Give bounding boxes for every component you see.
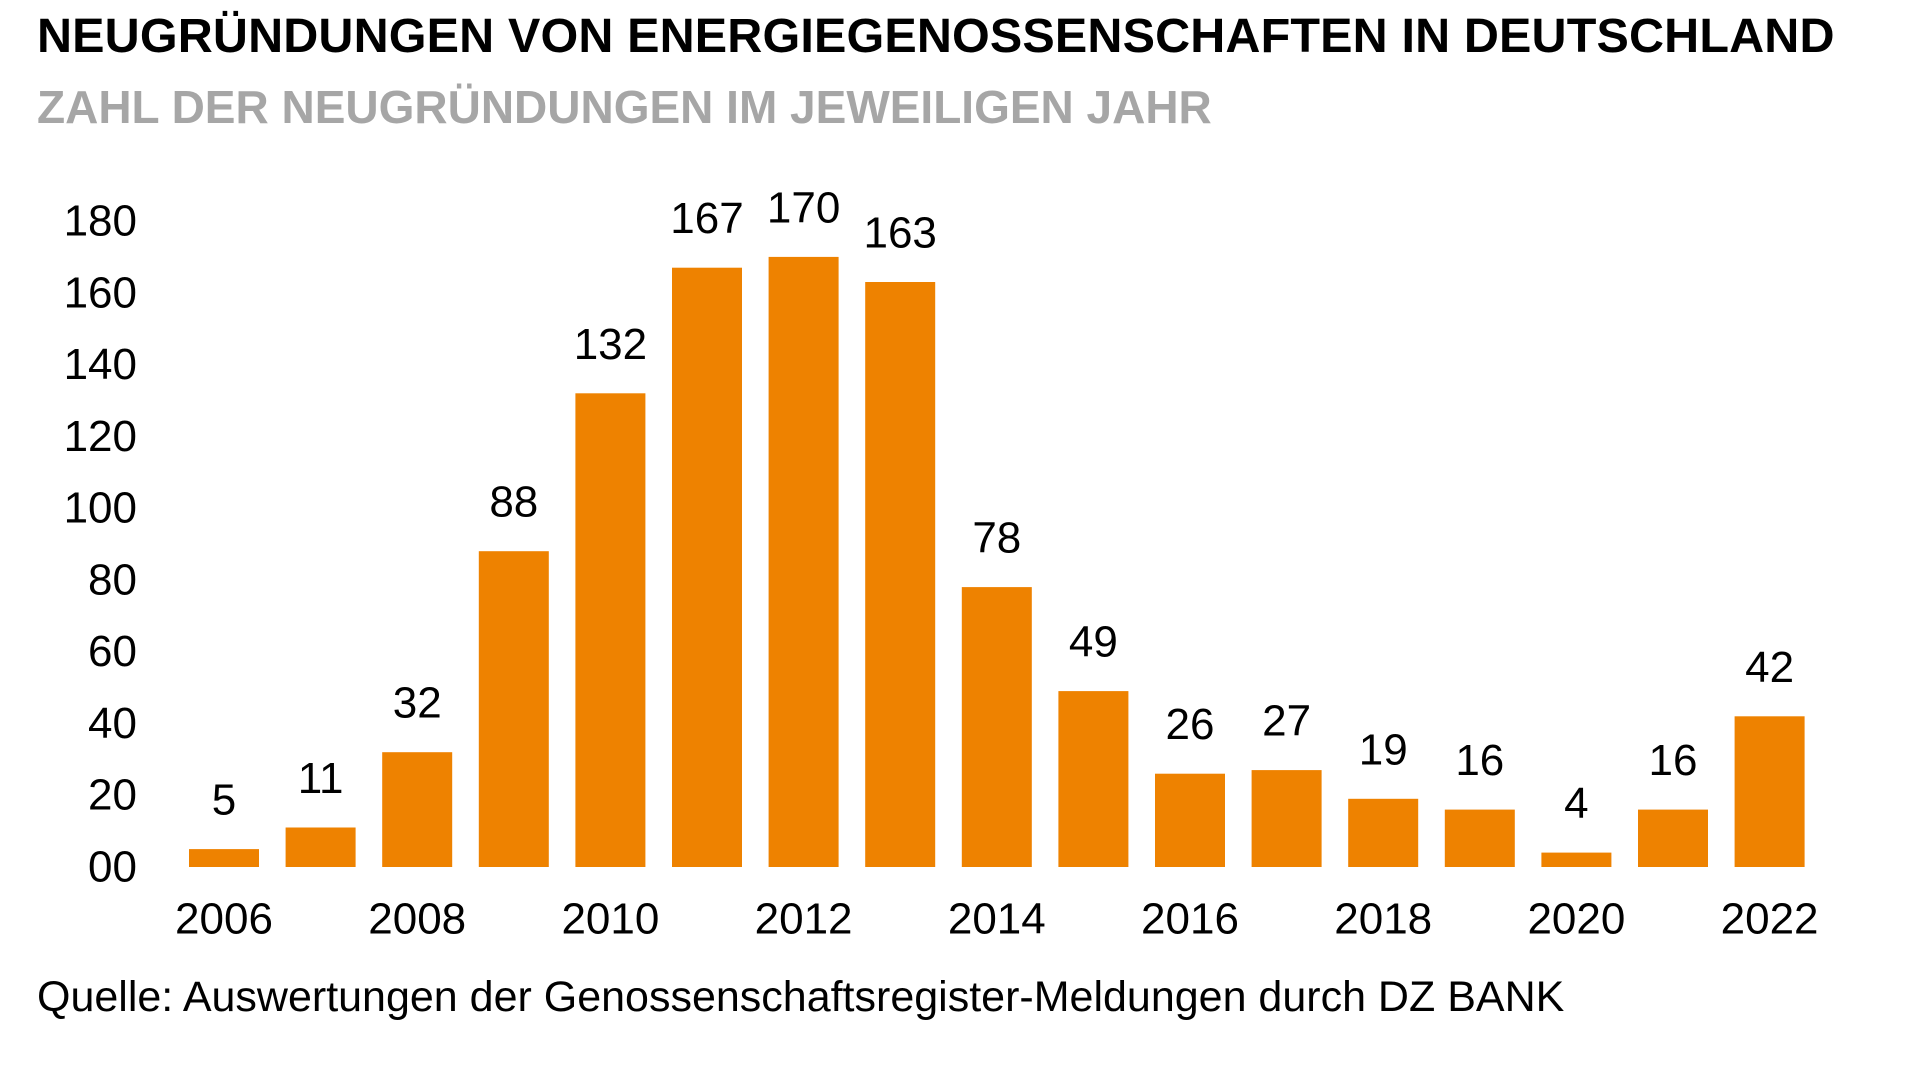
- data-labels: 5 11 32 88 132 167 170 163 78 49 26 27 19 16 4 16 42: [212, 183, 1794, 828]
- data-label-2020: 4: [1564, 779, 1588, 828]
- x-tick-label-2020: 2020: [1527, 895, 1625, 944]
- data-label-2012: 170: [767, 183, 840, 232]
- chart-subtitle: ZAHL DER NEUGRÜNDUNGEN IM JEWEILIGEN JAH…: [37, 81, 1212, 133]
- y-tick-label: 80: [88, 555, 137, 604]
- data-label-2008: 32: [393, 679, 442, 728]
- data-label-2018: 19: [1359, 725, 1408, 774]
- x-tick-label-2018: 2018: [1334, 895, 1432, 944]
- data-label-2017: 27: [1262, 697, 1311, 746]
- data-label-2011: 167: [670, 194, 743, 243]
- y-tick-label: 120: [64, 412, 137, 461]
- bar-2011: [672, 267, 742, 867]
- y-axis: 00 20 40 60 80 100 120 140 160 180: [64, 197, 137, 892]
- x-tick-label-2012: 2012: [755, 895, 853, 944]
- bar-2020: [1541, 852, 1612, 867]
- bar-2007: [285, 827, 356, 867]
- bar-2019: [1444, 809, 1515, 867]
- bar-2015: [1058, 691, 1129, 867]
- bar-2016: [1155, 773, 1225, 867]
- bar-2009: [478, 551, 549, 867]
- x-tick-label-2010: 2010: [561, 895, 659, 944]
- x-tick-label-2008: 2008: [368, 895, 466, 944]
- y-tick-label: 40: [88, 699, 137, 748]
- x-tick-label-2022: 2022: [1721, 895, 1819, 944]
- data-label-2016: 26: [1166, 700, 1215, 749]
- data-label-2013: 163: [863, 209, 936, 258]
- bar-2012: [768, 256, 839, 867]
- bars: [189, 256, 1805, 867]
- data-label-2015: 49: [1069, 618, 1118, 667]
- y-tick-label: 00: [88, 843, 137, 892]
- y-tick-label: 100: [64, 484, 137, 533]
- bar-2014: [961, 587, 1032, 867]
- x-axis: 2006 2008 2010 2012 2014 2016 2018 2020 2022: [175, 895, 1818, 944]
- bar-2010: [575, 393, 646, 867]
- bar-2022: [1734, 716, 1805, 867]
- bar-2008: [382, 752, 453, 867]
- x-tick-label-2006: 2006: [175, 895, 273, 944]
- data-label-2021: 16: [1649, 736, 1698, 785]
- y-tick-label: 160: [64, 268, 137, 317]
- data-label-2009: 88: [489, 478, 538, 527]
- data-label-2007: 11: [298, 754, 344, 803]
- data-label-2006: 5: [212, 776, 236, 825]
- data-label-2014: 78: [972, 514, 1021, 563]
- bar-2017: [1251, 770, 1322, 867]
- bar-2006: [189, 849, 259, 867]
- data-label-2019: 16: [1455, 736, 1504, 785]
- data-label-2010: 132: [574, 320, 647, 369]
- y-tick-label: 60: [88, 627, 137, 676]
- y-tick-label: 140: [64, 340, 137, 389]
- x-tick-label-2016: 2016: [1141, 895, 1239, 944]
- bar-2013: [865, 282, 936, 867]
- y-tick-label: 180: [64, 197, 137, 246]
- x-tick-label-2014: 2014: [948, 895, 1046, 944]
- bar-2021: [1638, 809, 1708, 867]
- bar-2018: [1348, 798, 1419, 867]
- source-note: Quelle: Auswertungen der Genossenschafts…: [37, 973, 1565, 1021]
- chart-title: NEUGRÜNDUNGEN VON ENERGIEGENOSSENSCHAFTE…: [37, 9, 1835, 63]
- y-tick-label: 20: [88, 771, 137, 820]
- data-label-2022: 42: [1745, 643, 1794, 692]
